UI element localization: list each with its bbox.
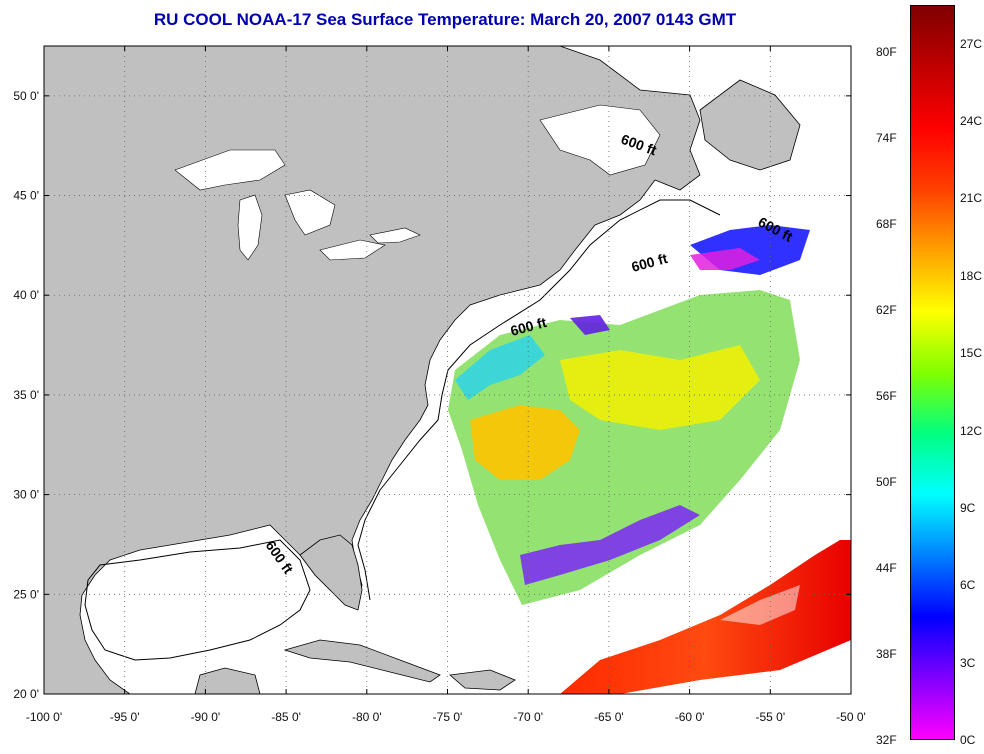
sst-cool-shelf bbox=[455, 335, 545, 400]
colorbar-c-label: 18C bbox=[960, 268, 983, 283]
colorbar-c-label: 0C bbox=[960, 733, 976, 747]
lat-tick-label: 40 0' bbox=[13, 288, 39, 302]
colorbar-c-label: 21C bbox=[960, 191, 983, 206]
lon-tick-label: -95 0' bbox=[110, 710, 140, 724]
lon-tick-label: -100 0' bbox=[26, 710, 62, 724]
lat-tick-label: 30 0' bbox=[13, 488, 39, 502]
colorbar-f-label: 68F bbox=[876, 217, 897, 232]
colorbar-f-label: 38F bbox=[876, 647, 897, 662]
gulf-contour-600ft bbox=[84, 539, 311, 661]
lake-ontario bbox=[369, 227, 421, 244]
colorbar-c-label: 12C bbox=[960, 423, 983, 438]
gulf-of-st-lawrence bbox=[539, 104, 661, 176]
sst-yellow-band bbox=[560, 345, 760, 430]
lon-tick-label: -60 0' bbox=[675, 710, 705, 724]
lake-michigan bbox=[237, 194, 263, 261]
colorbar-f-label: 56F bbox=[876, 389, 897, 404]
hispaniola bbox=[449, 669, 516, 691]
depth-contour-600ft bbox=[357, 199, 721, 601]
colorbar-f-label: 74F bbox=[876, 131, 897, 146]
colorbar-f-label: 50F bbox=[876, 475, 897, 490]
lon-tick-label: -85 0' bbox=[271, 710, 301, 724]
sst-warm-core bbox=[470, 405, 580, 480]
colorbar-f-label: 80F bbox=[876, 45, 897, 60]
colorbar-c-label: 24C bbox=[960, 114, 983, 129]
lon-tick-label: -65 0' bbox=[594, 710, 624, 724]
cuba bbox=[283, 639, 441, 683]
lon-tick-label: -70 0' bbox=[513, 710, 543, 724]
lon-tick-label: -55 0' bbox=[755, 710, 785, 724]
colorbar-c-label: 9C bbox=[960, 500, 976, 515]
sst-magenta-patch bbox=[690, 248, 760, 270]
lat-tick-label: 35 0' bbox=[13, 388, 39, 402]
colorbar-c-label: 3C bbox=[960, 655, 976, 670]
colorbar-c-label: 15C bbox=[960, 346, 983, 361]
florida bbox=[299, 534, 363, 611]
colorbar-f-label: 44F bbox=[876, 561, 897, 576]
lon-tick-label: -75 0' bbox=[433, 710, 463, 724]
lon-tick-label: -80 0' bbox=[352, 710, 382, 724]
axis-ticks: -100 0' -95 0' -90 0' -85 0' -80 0' -75 0' -70… bbox=[13, 46, 866, 724]
colorbar-f-label: 62F bbox=[876, 303, 897, 318]
sst-violet-streak bbox=[520, 505, 700, 585]
lat-tick-label: 25 0' bbox=[13, 587, 39, 601]
sst-tropical-noise bbox=[720, 585, 800, 625]
lat-tick-label: 45 0' bbox=[13, 189, 39, 203]
lake-erie bbox=[319, 239, 386, 261]
sst-violet-patch bbox=[570, 315, 610, 335]
colorbar-f-label: 32F bbox=[876, 733, 897, 747]
lon-tick-label: -50 0' bbox=[836, 710, 866, 724]
lat-tick-label: 50 0' bbox=[13, 89, 39, 103]
colorbar-c-label: 6C bbox=[960, 578, 976, 593]
lon-tick-label: -90 0' bbox=[191, 710, 221, 724]
yucatan bbox=[194, 667, 261, 694]
colorbar-c-label: 27C bbox=[960, 36, 983, 51]
map-title: RU COOL NOAA-17 Sea Surface Temperature:… bbox=[153, 10, 737, 29]
lat-tick-label: 20 0' bbox=[13, 687, 39, 701]
graticule bbox=[44, 46, 851, 694]
lake-huron bbox=[284, 189, 336, 236]
sst-tropical-patch bbox=[560, 540, 851, 694]
north-america-land bbox=[44, 46, 701, 694]
great-lakes bbox=[174, 149, 286, 191]
newfoundland bbox=[699, 79, 801, 171]
temperature-colorbar bbox=[910, 5, 955, 740]
